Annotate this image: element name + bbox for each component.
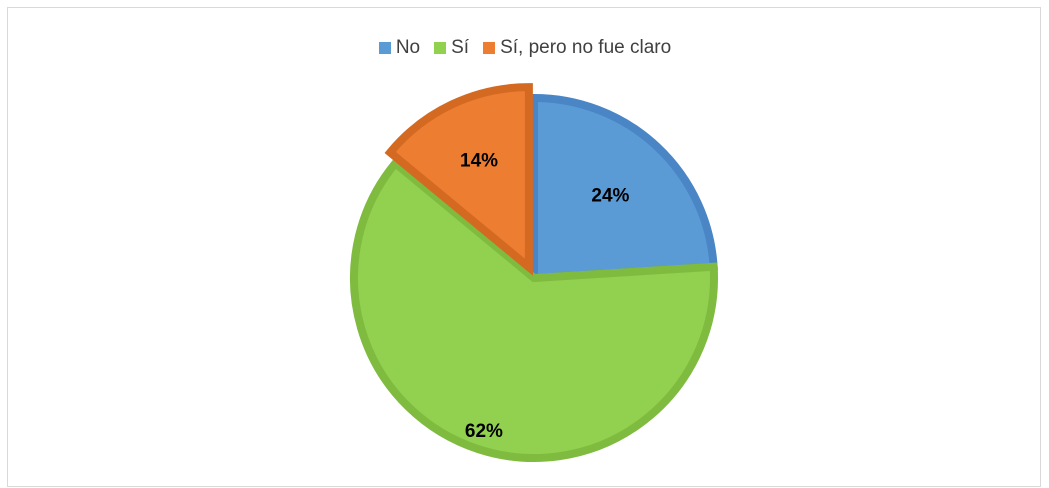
- data-label-si-pero-no-fue-claro: 14%: [460, 150, 498, 171]
- legend-entry-si: Sí: [434, 37, 469, 59]
- legend-label-si-pero-no-fue-claro: Sí, pero no fue claro: [500, 37, 672, 58]
- chart-area: No Sí Sí, pero no fue claro 24% 62% 14%: [7, 7, 1041, 487]
- pie-slice-si-pero-no-fue-claro: [384, 83, 533, 276]
- pie-slice-no: [530, 93, 718, 283]
- legend-swatch-no: [378, 42, 391, 54]
- legend-swatch-si-pero-no-fue-claro: [483, 42, 496, 54]
- legend-label-si: Sí: [451, 37, 470, 58]
- pie-slice-si: [350, 157, 718, 462]
- pie-chart: 24% 62% 14%: [350, 83, 718, 462]
- legend-entry-si-pero-no-fue-claro: Sí, pero no fue claro: [483, 37, 671, 59]
- legend-label-no: No: [395, 37, 421, 58]
- legend: No Sí Sí, pero no fue claro: [8, 37, 1042, 59]
- legend-swatch-si: [434, 42, 447, 54]
- data-label-no: 24%: [591, 186, 629, 207]
- data-label-si: 62%: [465, 421, 503, 442]
- legend-entry-no: No: [378, 37, 421, 59]
